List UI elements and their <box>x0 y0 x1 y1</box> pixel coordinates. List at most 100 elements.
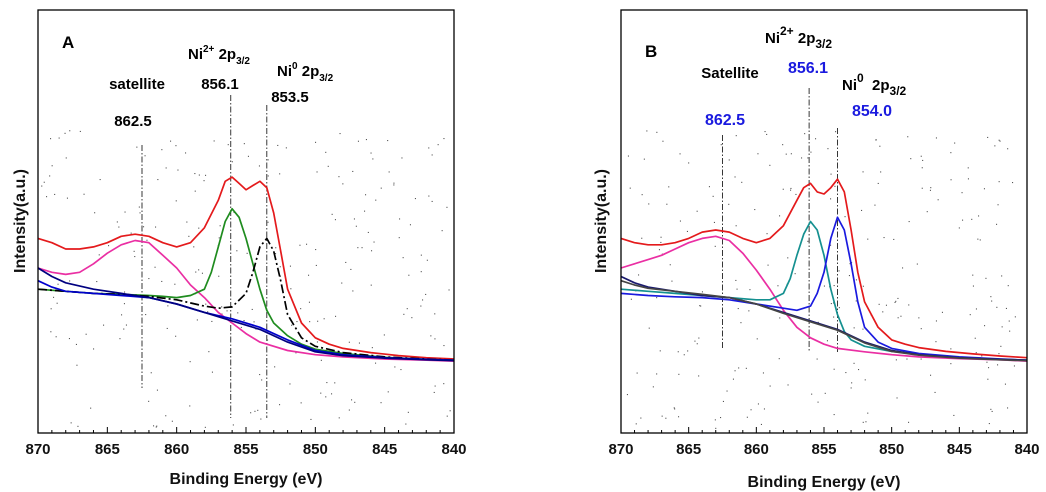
panel-b-y-axis-title: Intensity(a.u.) <box>593 169 610 273</box>
panel-a-noise-dot <box>189 405 191 407</box>
panel-b-noise-dot <box>950 348 952 350</box>
panel-a-noise-dot <box>53 296 55 298</box>
panel-b-noise-dot <box>669 264 671 266</box>
panel-a-noise-dot <box>193 246 195 248</box>
panel-b-noise-dot <box>885 304 887 306</box>
panel-b-noise-dot <box>961 192 963 194</box>
panel-a-ni0-label: Ni0 2p3/2 <box>277 61 334 84</box>
panel-b-noise-dot <box>930 187 932 189</box>
panel-b-noise-dot <box>994 145 996 147</box>
panel-b-noise-dot <box>1000 345 1002 347</box>
panel-a-noise-dot <box>250 412 252 414</box>
panel-b-noise-dot <box>997 204 999 206</box>
panel-a: 870 865 860 855 850 845 840 Binding Energy (eV… <box>12 9 467 488</box>
panel-a-noise-dot <box>383 334 385 336</box>
panel-b-x-axis-title: Binding Energy (eV) <box>748 474 901 491</box>
panel-a-noise-dot <box>291 324 293 326</box>
panel-b-noise-dot <box>894 301 896 303</box>
panel-b-noise-dot <box>688 162 690 164</box>
panel-a-noise-dot <box>357 140 359 142</box>
panel-b-noise-dot <box>983 188 985 190</box>
panel-b-noise-dot <box>662 140 664 142</box>
panel-b-noise-dot <box>811 393 813 395</box>
panel-a-noise-dot <box>315 264 317 266</box>
panel-b-noise-dot <box>696 343 698 345</box>
panel-a-ni0-sup: 0 <box>292 61 298 72</box>
panel-a-noise-dot <box>145 314 147 316</box>
panel-a-noise-dot <box>70 422 72 424</box>
panel-a-noise-dot <box>296 321 298 323</box>
panel-a-noise-dot <box>375 362 377 364</box>
panel-a-noise-dot <box>189 361 191 363</box>
panel-b-noise-dot <box>862 421 864 423</box>
panel-a-noise-dot <box>221 313 223 315</box>
panel-b-noise-dot <box>757 403 759 405</box>
panel-a-series <box>37 176 455 362</box>
panel-b-ni2-value: 856.1 <box>788 60 828 77</box>
panel-b-noise-dot <box>767 264 769 266</box>
panel-b-noise-dot <box>962 219 964 221</box>
panel-b-noise-dot <box>749 289 751 291</box>
panel-b-noise-dot <box>757 153 759 155</box>
panel-a-noise-dot <box>161 280 163 282</box>
panel-a-noise-dot <box>405 423 407 425</box>
panel-a-series-line <box>37 176 455 360</box>
panel-a-ni2-sub: 3/2 <box>236 56 250 67</box>
panel-a-noise-dot <box>334 219 336 221</box>
panel-b-noise-dot <box>937 199 939 201</box>
panel-a-noise-dot <box>431 200 433 202</box>
panel-b-noise-dot <box>745 367 747 369</box>
panel-b-noise-dot <box>668 186 670 188</box>
panel-b-noise-dot <box>735 225 737 227</box>
panel-a-noise-dot <box>364 210 366 212</box>
panel-a-noise-dot <box>57 283 59 285</box>
panel-a-series-line <box>37 279 455 362</box>
panel-b-noise-dot <box>997 364 999 366</box>
panel-b-noise-dot <box>769 164 771 166</box>
panel-a-noise-dot <box>186 221 188 223</box>
panel-b-noise-dot <box>862 285 864 287</box>
panel-a-noise-dot <box>148 278 150 280</box>
panel-b-noise-dot <box>698 337 700 339</box>
panel-a-noise-dot <box>443 383 445 385</box>
panel-b-noise-dot <box>990 408 992 410</box>
panel-a-noise-dot <box>373 241 375 243</box>
panel-b-noise-dot <box>867 238 869 240</box>
panel-a-ni2-label: Ni2+ 2p3/2 <box>188 44 250 67</box>
panel-a-noise-dot <box>51 165 53 167</box>
panel-b-noise-dot <box>897 297 899 299</box>
panel-a-ni0-sub: 3/2 <box>319 73 333 84</box>
panel-a-noise-dot <box>167 305 169 307</box>
panel-a-noise-dot <box>205 174 207 176</box>
panel-b-noise-dot <box>815 138 817 140</box>
panel-a-x-tick-label: 855 <box>233 441 258 458</box>
panel-a-plot-frame <box>37 9 455 434</box>
panel-b-noise-dot <box>985 277 987 279</box>
panel-a-noise-dot <box>118 226 120 228</box>
panel-a-noise-dot <box>55 336 57 338</box>
panel-a-x-tick-label: 850 <box>303 441 328 458</box>
panel-a-noise-dot <box>365 139 367 141</box>
panel-b-satellite-label: Satellite <box>701 65 759 82</box>
panel-a-noise-dot <box>119 338 121 340</box>
panel-b-series <box>620 178 1028 362</box>
panel-b-noise-dot <box>636 372 638 374</box>
panel-b-noise-dot <box>975 352 977 354</box>
panel-b-noise-dot <box>862 328 864 330</box>
panel-a-series-line <box>37 207 455 362</box>
panel-a-noise-dot <box>267 339 269 341</box>
panel-b-ni2-symbol: Ni <box>765 30 780 47</box>
panel-b-noise-dot <box>830 198 832 200</box>
panel-b-noise-dot <box>922 159 924 161</box>
panel-b-ni0-sup: 0 <box>857 71 864 85</box>
panel-a-noise-dot <box>300 402 302 404</box>
panel-b-noise-dot <box>698 375 700 377</box>
panel-a-noise-dot <box>433 391 435 393</box>
panel-a-series-line <box>37 267 455 362</box>
panel-b-noise-dot <box>977 238 979 240</box>
panel-b-noise-dot <box>694 340 696 342</box>
panel-a-noise-dot <box>407 411 409 413</box>
panel-a-noise-dot <box>446 415 448 417</box>
panel-a-noise-dot <box>194 173 196 175</box>
panel-a-noise-dot <box>153 425 155 427</box>
